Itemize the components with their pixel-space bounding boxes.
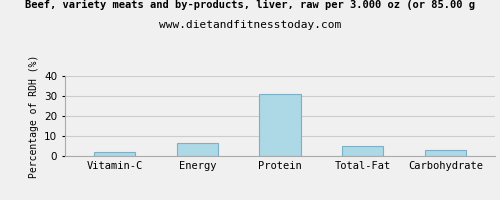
Bar: [94, 152, 136, 156]
Y-axis label: Percentage of RDH (%): Percentage of RDH (%): [28, 54, 38, 178]
Bar: [260, 94, 300, 156]
Bar: [424, 150, 466, 156]
Bar: [176, 143, 218, 156]
Text: Beef, variety meats and by-products, liver, raw per 3.000 oz (or 85.00 g: Beef, variety meats and by-products, liv…: [25, 0, 475, 10]
Bar: [342, 146, 384, 156]
Text: www.dietandfitnesstoday.com: www.dietandfitnesstoday.com: [159, 20, 341, 30]
